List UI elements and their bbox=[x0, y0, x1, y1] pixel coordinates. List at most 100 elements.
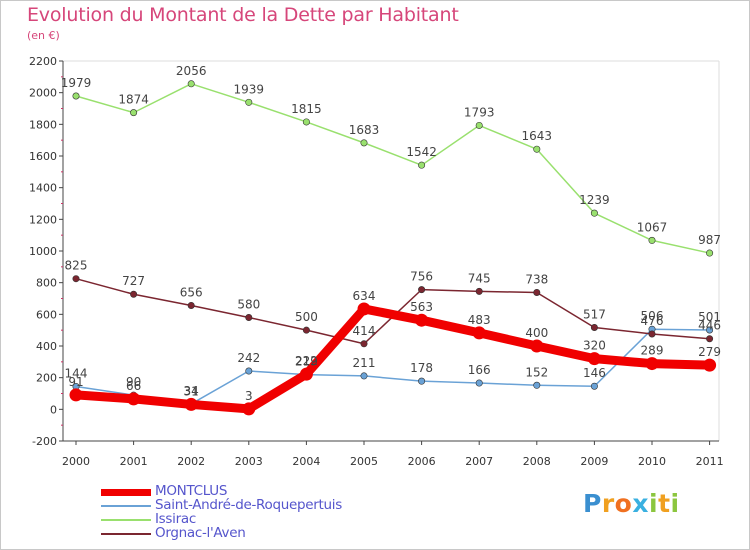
y-tick-label: 400 bbox=[36, 340, 57, 353]
series-line bbox=[75, 328, 711, 405]
legend-label-montclus: MONTCLUS bbox=[155, 483, 228, 499]
series-line-montclus bbox=[71, 304, 715, 414]
legend-item-montclus: MONTCLUS bbox=[101, 483, 421, 499]
data-point bbox=[475, 379, 483, 387]
y-tick-label: 200 bbox=[36, 372, 57, 385]
data-label: 1239 bbox=[579, 193, 610, 207]
data-point bbox=[475, 287, 483, 295]
logo-letter: r bbox=[601, 489, 615, 518]
data-point bbox=[587, 352, 601, 366]
data-point bbox=[648, 236, 656, 244]
data-label: 506 bbox=[641, 309, 664, 323]
data-label: 500 bbox=[295, 310, 318, 324]
data-point bbox=[706, 326, 714, 334]
data-label: 3 bbox=[245, 389, 253, 403]
logo-letter: t bbox=[658, 489, 671, 518]
y-tick-label: 1400 bbox=[29, 182, 57, 195]
logo-letter: i bbox=[670, 489, 680, 518]
data-label: 501 bbox=[698, 310, 721, 324]
data-point bbox=[360, 340, 368, 348]
data-label: 146 bbox=[583, 366, 606, 380]
data-label: 517 bbox=[583, 307, 606, 321]
data-label: 242 bbox=[237, 351, 260, 365]
data-label: 1815 bbox=[291, 102, 322, 116]
data-label: 825 bbox=[65, 259, 88, 273]
data-point bbox=[645, 357, 659, 371]
data-label: 446 bbox=[698, 319, 721, 333]
y-tick-label: 1800 bbox=[29, 118, 57, 131]
data-label: 31 bbox=[184, 384, 199, 398]
logo-letter: P bbox=[583, 489, 602, 518]
data-label: 222 bbox=[295, 354, 318, 368]
legend-swatch-issirac bbox=[101, 519, 151, 521]
y-tick-label: -200 bbox=[32, 435, 57, 448]
data-label: 152 bbox=[525, 365, 548, 379]
data-point bbox=[703, 358, 717, 372]
data-label: 1643 bbox=[522, 129, 553, 143]
data-label: 144 bbox=[65, 367, 88, 381]
data-point bbox=[72, 92, 80, 100]
data-label: 90 bbox=[126, 375, 141, 389]
data-point bbox=[187, 80, 195, 88]
data-label: 656 bbox=[180, 285, 203, 299]
data-label: 476 bbox=[641, 314, 664, 328]
data-point bbox=[245, 367, 253, 375]
legend-swatch-saint-andre bbox=[101, 505, 151, 507]
data-point bbox=[533, 288, 541, 296]
data-label: 91 bbox=[68, 375, 83, 389]
data-point bbox=[242, 402, 256, 416]
data-point bbox=[360, 372, 368, 380]
data-label: 738 bbox=[525, 272, 548, 286]
data-label: 987 bbox=[698, 233, 721, 247]
data-label: 756 bbox=[410, 270, 433, 284]
data-label: 1683 bbox=[349, 123, 380, 137]
data-point bbox=[590, 382, 598, 390]
data-label: 1067 bbox=[637, 220, 668, 234]
data-point bbox=[418, 161, 426, 169]
data-label: 211 bbox=[353, 356, 376, 370]
data-point bbox=[130, 290, 138, 298]
y-tick-label: 600 bbox=[36, 308, 57, 321]
data-point bbox=[418, 286, 426, 294]
data-point bbox=[415, 313, 429, 327]
data-label: 580 bbox=[237, 298, 260, 312]
x-tick-label: 2000 bbox=[62, 455, 90, 468]
data-label: 320 bbox=[583, 339, 606, 353]
data-point bbox=[302, 326, 310, 334]
y-tick-label: 1600 bbox=[29, 150, 57, 163]
chart-subtitle: (en €) bbox=[27, 29, 60, 42]
data-label: 1874 bbox=[118, 93, 149, 107]
data-label: 289 bbox=[641, 344, 664, 358]
data-label: 483 bbox=[468, 313, 491, 327]
x-tick-label: 2001 bbox=[120, 455, 148, 468]
legend-item-orgnac: Orgnac-l'Aven bbox=[101, 525, 421, 541]
proxiti-logo: Proxiti bbox=[583, 489, 680, 518]
legend-item-saint-andre: Saint-André-de-Roquepertuis bbox=[101, 497, 421, 513]
data-label: 634 bbox=[353, 289, 376, 303]
logo-letter: i bbox=[649, 489, 659, 518]
data-label: 400 bbox=[525, 326, 548, 340]
data-point bbox=[187, 301, 195, 309]
data-point bbox=[533, 145, 541, 153]
data-label: 745 bbox=[468, 271, 491, 285]
data-label: 1939 bbox=[234, 82, 265, 96]
y-tick-label: 1200 bbox=[29, 213, 57, 226]
y-tick-label: 1000 bbox=[29, 245, 57, 258]
data-point bbox=[130, 109, 138, 117]
x-tick-label: 2003 bbox=[235, 455, 263, 468]
x-tick-label: 2008 bbox=[523, 455, 551, 468]
x-tick-label: 2005 bbox=[350, 455, 378, 468]
data-point bbox=[184, 397, 198, 411]
chart-title: Evolution du Montant de la Dette par Hab… bbox=[27, 4, 459, 26]
x-tick-label: 2002 bbox=[177, 455, 205, 468]
data-point bbox=[590, 323, 598, 331]
legend-item-issirac: Issirac bbox=[101, 511, 421, 527]
data-point bbox=[72, 275, 80, 283]
y-tick-label: 0 bbox=[50, 403, 57, 416]
legend-swatch-montclus bbox=[101, 489, 151, 496]
x-tick-label: 2011 bbox=[696, 455, 724, 468]
data-point bbox=[360, 139, 368, 147]
data-label: 1542 bbox=[406, 145, 437, 159]
y-tick-label: 2200 bbox=[29, 55, 57, 68]
